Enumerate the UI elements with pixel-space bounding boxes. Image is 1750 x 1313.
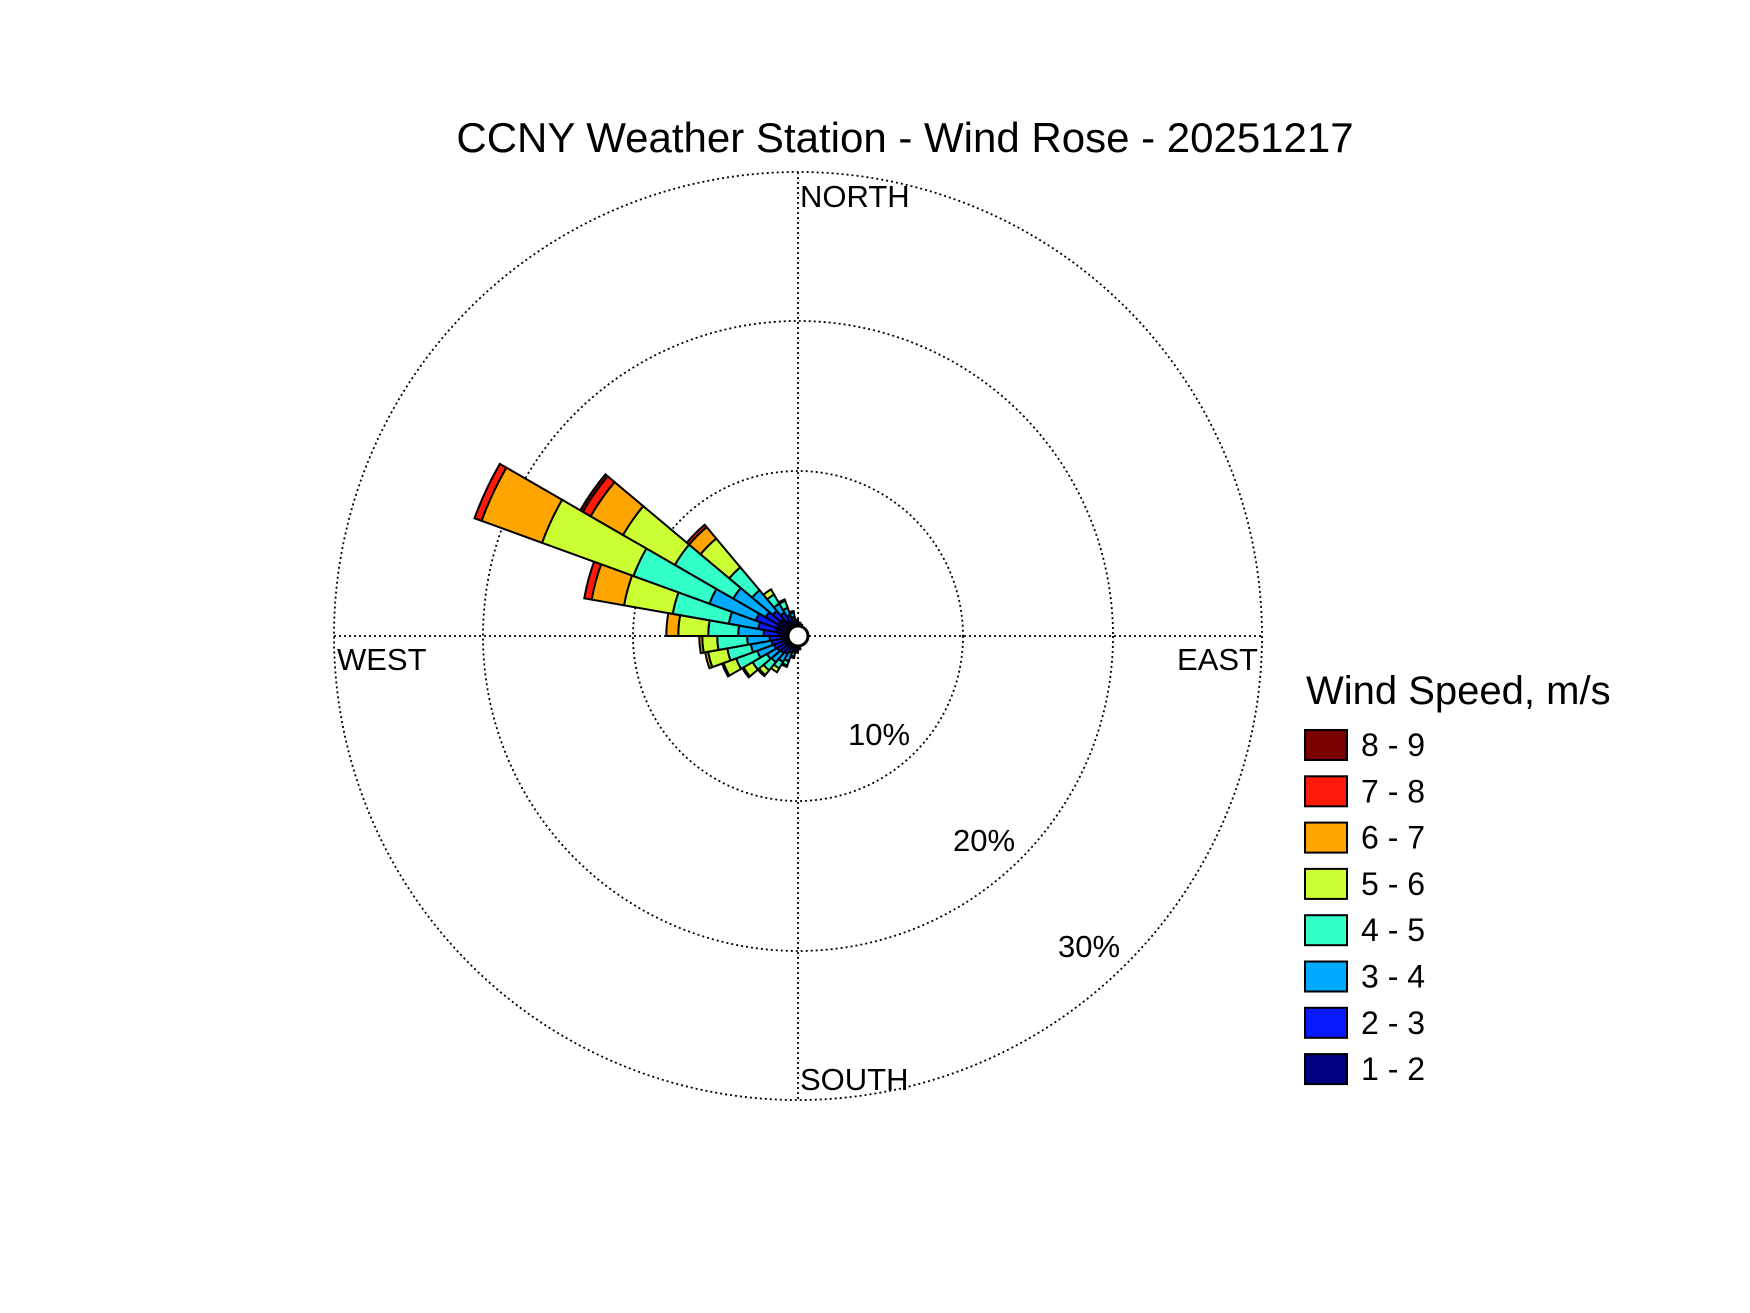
grid-ring-10 bbox=[632, 470, 964, 802]
polar-grid bbox=[333, 171, 1263, 1101]
wedge-275-bin-6 bbox=[665, 611, 682, 637]
legend-label-3: 6 - 7 bbox=[1361, 820, 1425, 856]
wedge-195-bin-4 bbox=[789, 654, 796, 660]
legend-label-8: 1 - 2 bbox=[1361, 1051, 1425, 1087]
wedge-355-bin-3 bbox=[793, 618, 799, 623]
legend-label-5: 4 - 5 bbox=[1361, 912, 1425, 948]
grid-ring-20 bbox=[482, 320, 1114, 952]
wedge-245-bin-6 bbox=[720, 661, 731, 678]
wedge-205-bin-5 bbox=[780, 661, 789, 669]
wedge-225-bin-6 bbox=[756, 667, 767, 678]
legend: Wind Speed, m/s 8 - 9 7 - 8 6 - 7 5 - 6 4 - … bbox=[1304, 669, 1611, 1087]
legend-label-1: 8 - 9 bbox=[1361, 727, 1425, 763]
wedge-185-bin-3 bbox=[793, 649, 799, 654]
direction-label-east: EAST bbox=[1177, 642, 1258, 677]
ring-label-20: 20% bbox=[953, 823, 1015, 858]
wedge-175-bin-2 bbox=[797, 646, 802, 651]
wedge-265-bin-6 bbox=[698, 635, 705, 655]
calm-center bbox=[786, 624, 810, 648]
direction-label-north: NORTH bbox=[800, 179, 910, 214]
wedge-285-bin-7 bbox=[583, 560, 603, 601]
wind-rose-wedges bbox=[473, 462, 804, 679]
wedge-295-bin-7 bbox=[473, 462, 508, 523]
legend-swatch-7 bbox=[1304, 1006, 1348, 1039]
wedge-235-bin-6 bbox=[740, 666, 752, 679]
legend-label-4: 5 - 6 bbox=[1361, 866, 1425, 902]
legend-swatch-6 bbox=[1304, 960, 1348, 993]
direction-label-west: WEST bbox=[337, 642, 427, 677]
chart-title: CCNY Weather Station - Wind Rose - 20251… bbox=[456, 114, 1353, 161]
wedge-325-bin-5 bbox=[761, 587, 776, 601]
legend-items: 8 - 9 7 - 8 6 - 7 5 - 6 4 - 5 3 - 4 2 - 3 1 - 2 bbox=[1304, 727, 1425, 1087]
wedge-255-bin-6 bbox=[703, 650, 714, 670]
wedge-315-bin-7 bbox=[685, 523, 709, 547]
legend-swatch-5 bbox=[1304, 914, 1348, 947]
wedge-215-bin-5 bbox=[769, 663, 781, 674]
legend-swatch-4 bbox=[1304, 867, 1348, 900]
legend-swatch-8 bbox=[1304, 1053, 1348, 1086]
wedge-335-bin-5 bbox=[777, 598, 787, 605]
legend-label-2: 7 - 8 bbox=[1361, 773, 1425, 809]
legend-title: Wind Speed, m/s bbox=[1306, 669, 1611, 713]
legend-swatch-2 bbox=[1304, 775, 1348, 808]
legend-label-7: 2 - 3 bbox=[1361, 1005, 1425, 1041]
ring-label-30: 30% bbox=[1058, 929, 1120, 964]
ring-label-10: 10% bbox=[848, 717, 910, 752]
legend-swatch-1 bbox=[1304, 729, 1348, 761]
direction-label-south: SOUTH bbox=[800, 1062, 909, 1097]
wedge-305-bin-8 bbox=[578, 472, 610, 514]
wedge-345-bin-4 bbox=[788, 609, 795, 615]
legend-swatch-3 bbox=[1304, 821, 1348, 854]
legend-label-6: 3 - 4 bbox=[1361, 959, 1425, 995]
